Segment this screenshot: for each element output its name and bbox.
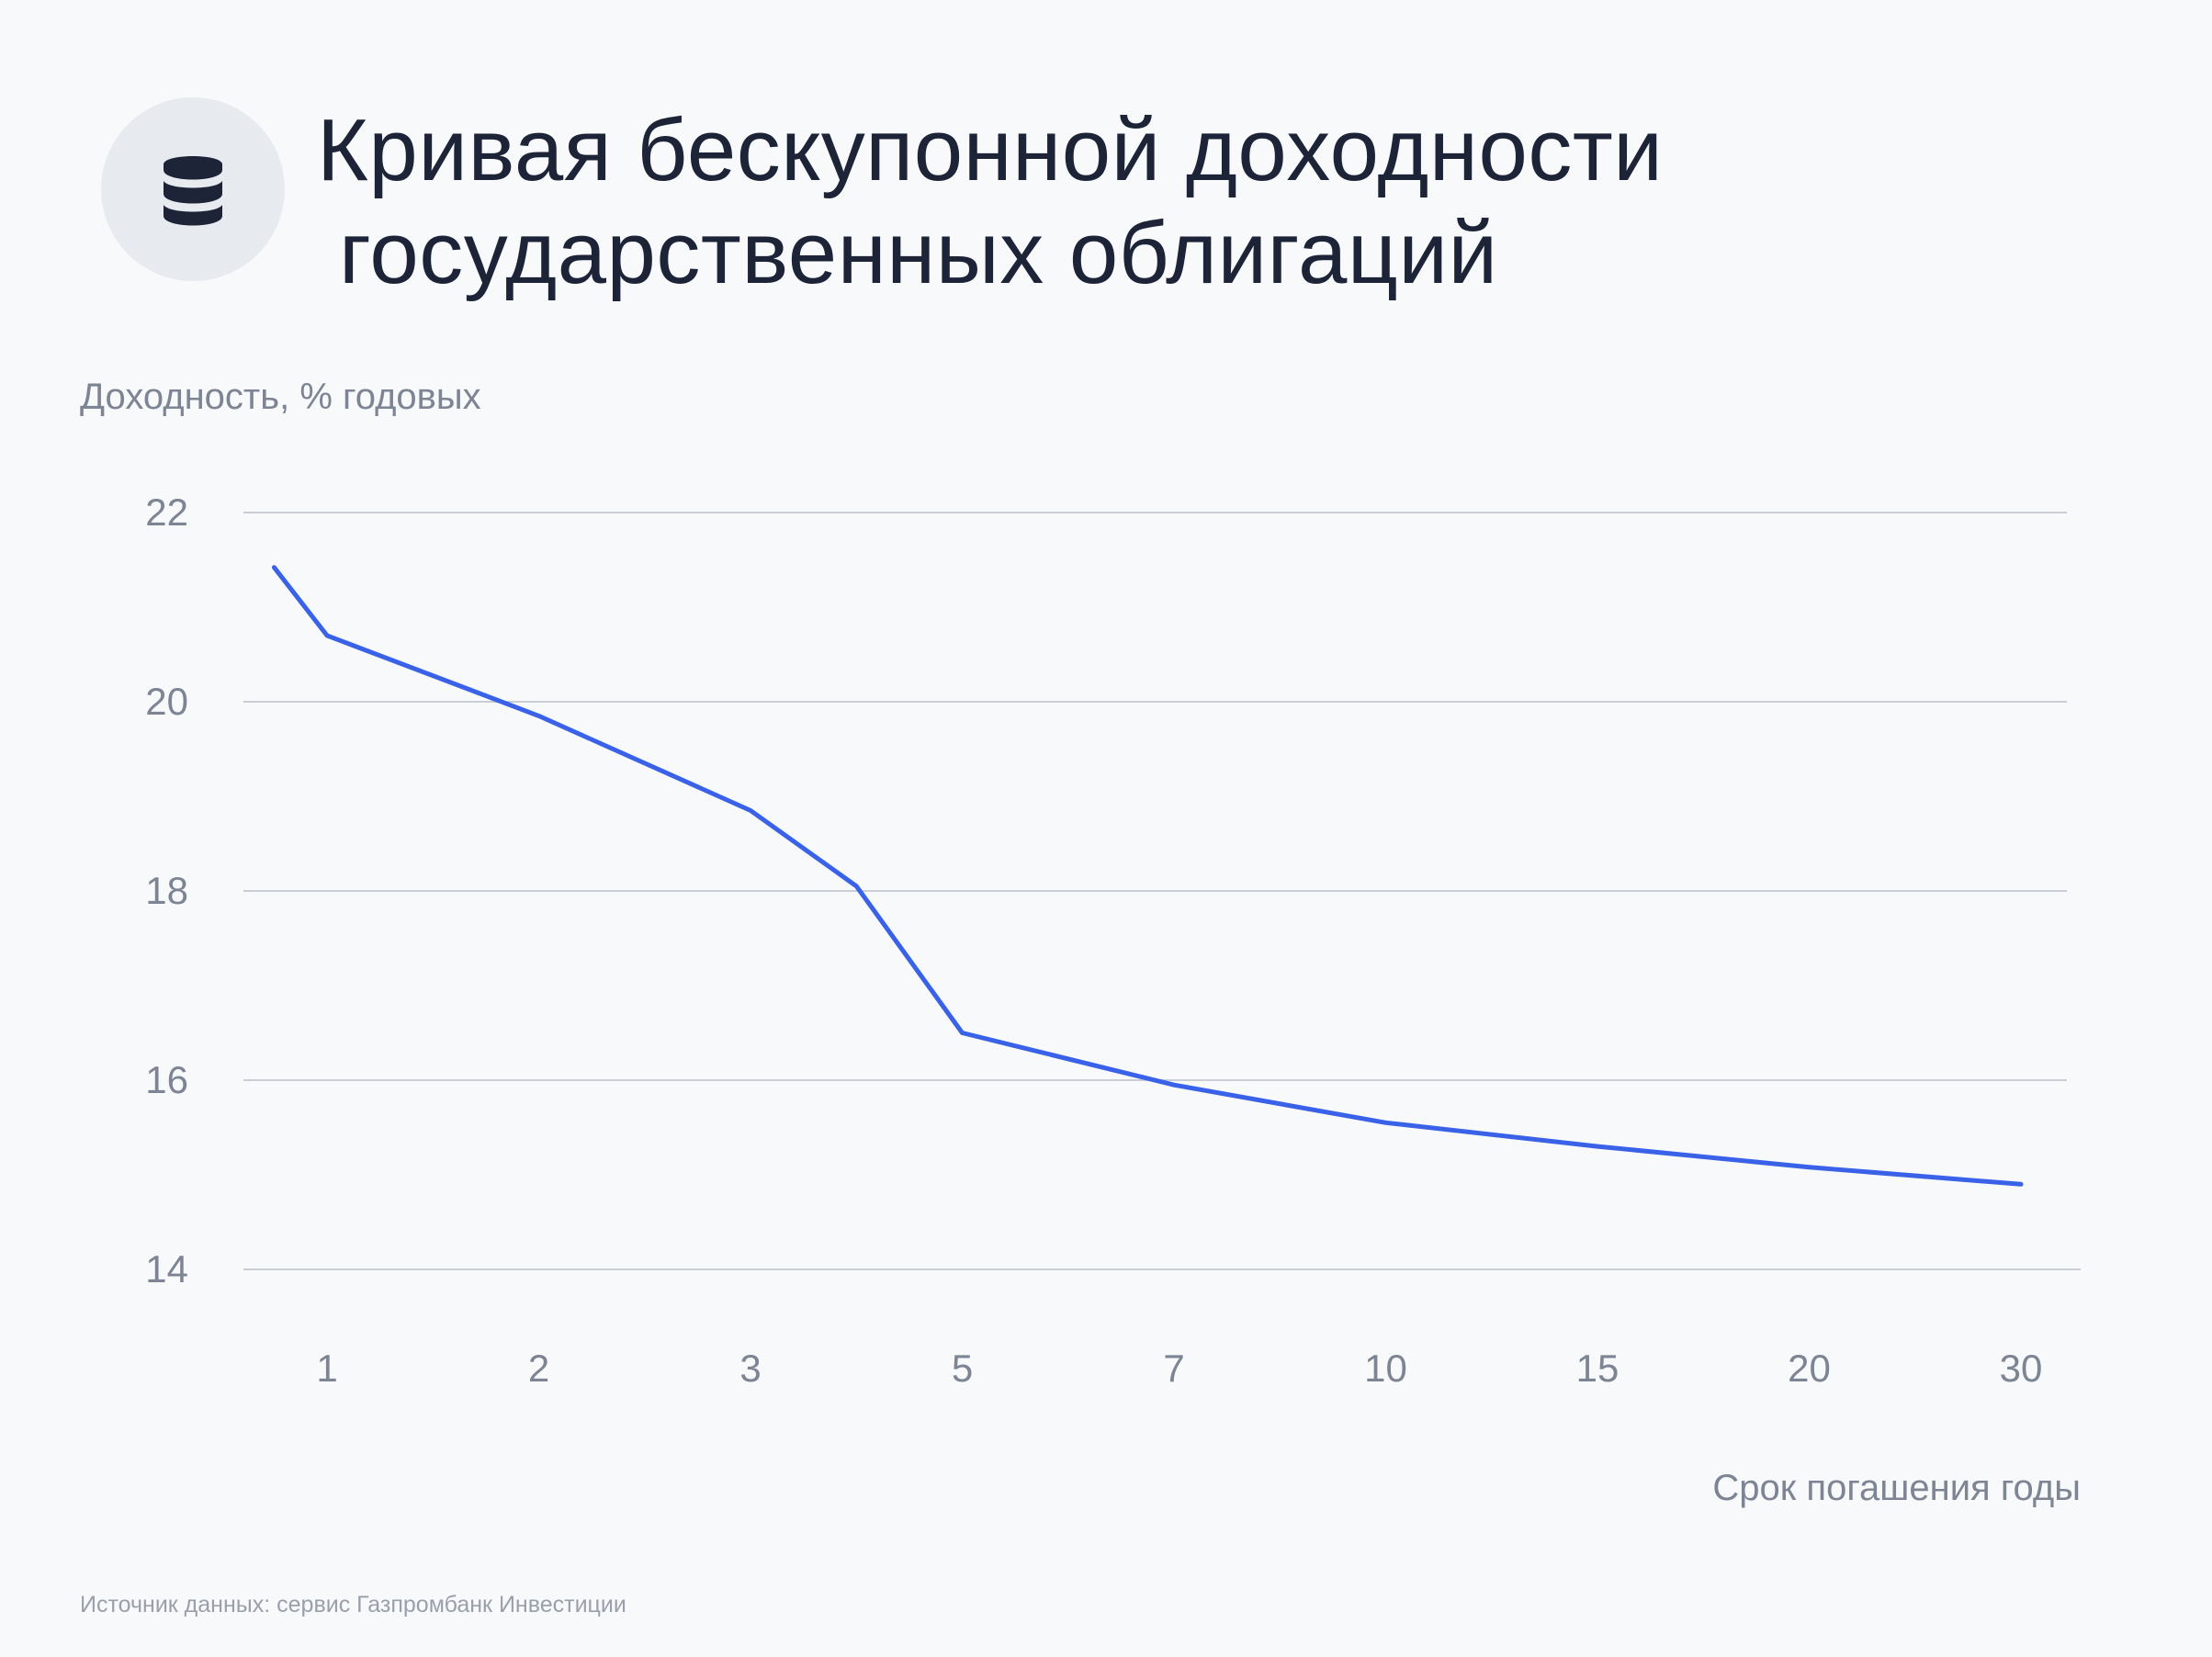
x-tick-label: 15 bbox=[1576, 1347, 1620, 1390]
y-axis-label: Доходность, % годовых bbox=[80, 377, 481, 417]
header-icon-badge bbox=[101, 97, 285, 281]
x-axis-label: Срок погашения годы bbox=[1712, 1468, 2081, 1508]
x-tick-label: 10 bbox=[1364, 1347, 1407, 1390]
page-title: Кривая бескупонной доходности государств… bbox=[317, 99, 1663, 305]
page-title-line-2: государственных облигаций bbox=[339, 204, 1498, 302]
x-tick-label: 5 bbox=[952, 1347, 973, 1390]
series-lines bbox=[271, 565, 2024, 1187]
series-line bbox=[271, 565, 2024, 1187]
x-tick-label: 3 bbox=[739, 1347, 761, 1390]
y-tick-label: 18 bbox=[145, 869, 188, 912]
page-title-line-1: Кривая бескупонной доходности bbox=[317, 101, 1664, 199]
database-icon bbox=[164, 156, 222, 226]
x-tick-label: 7 bbox=[1163, 1347, 1184, 1390]
y-tick-label: 22 bbox=[145, 490, 188, 534]
x-tick-labels: 1 2 3 5 7 10 15 20 30 bbox=[316, 1347, 2042, 1390]
x-tick-label: 30 bbox=[2000, 1347, 2043, 1390]
source-note: Источник данных: сервис Газпромбанк Инве… bbox=[80, 1592, 626, 1618]
y-tick-label: 14 bbox=[145, 1247, 188, 1291]
x-tick-label: 1 bbox=[316, 1347, 337, 1390]
x-tick-label: 2 bbox=[528, 1347, 549, 1390]
grid-lines bbox=[243, 512, 2081, 1270]
y-tick-label: 16 bbox=[145, 1058, 188, 1101]
y-tick-label: 20 bbox=[145, 680, 188, 723]
x-tick-label: 20 bbox=[1788, 1347, 1831, 1390]
y-tick-labels: 22 20 18 16 14 bbox=[145, 490, 188, 1291]
